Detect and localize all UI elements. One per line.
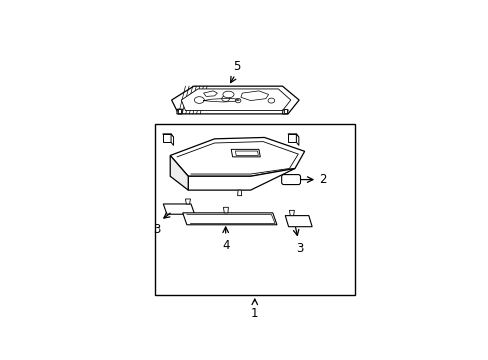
Text: 1: 1 <box>250 307 258 320</box>
Polygon shape <box>163 134 171 142</box>
Polygon shape <box>183 213 276 225</box>
Text: 3: 3 <box>153 223 161 237</box>
Polygon shape <box>289 210 294 216</box>
Polygon shape <box>296 134 298 145</box>
Ellipse shape <box>222 96 229 102</box>
Bar <box>155 123 354 296</box>
Polygon shape <box>203 91 217 96</box>
Polygon shape <box>163 134 173 137</box>
Text: 4: 4 <box>222 239 229 252</box>
Polygon shape <box>188 168 294 190</box>
Polygon shape <box>287 134 296 142</box>
Polygon shape <box>185 199 190 204</box>
Polygon shape <box>237 190 241 195</box>
Bar <box>283 109 286 113</box>
Bar <box>178 109 181 113</box>
Polygon shape <box>285 216 311 227</box>
Polygon shape <box>177 109 182 114</box>
Polygon shape <box>223 207 228 213</box>
Polygon shape <box>171 134 173 145</box>
Polygon shape <box>170 156 188 190</box>
Polygon shape <box>241 91 268 100</box>
Polygon shape <box>163 204 194 214</box>
Polygon shape <box>171 86 299 114</box>
Text: 3: 3 <box>295 242 303 255</box>
Polygon shape <box>282 110 287 114</box>
Polygon shape <box>235 151 258 156</box>
Polygon shape <box>231 149 260 157</box>
Polygon shape <box>287 134 298 137</box>
Ellipse shape <box>194 97 204 103</box>
Polygon shape <box>170 138 304 176</box>
Text: 2: 2 <box>319 173 326 186</box>
Text: 5: 5 <box>232 60 240 73</box>
FancyBboxPatch shape <box>281 175 300 185</box>
Ellipse shape <box>267 98 274 103</box>
Ellipse shape <box>235 98 241 103</box>
Polygon shape <box>181 89 290 111</box>
Ellipse shape <box>223 91 233 98</box>
